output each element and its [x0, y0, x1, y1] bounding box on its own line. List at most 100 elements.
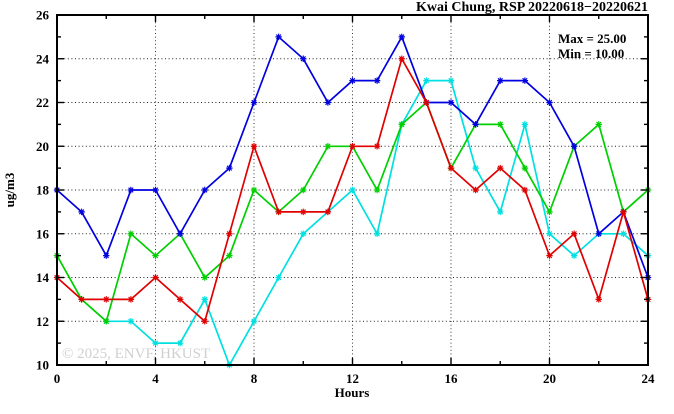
data-point-green: [398, 121, 405, 128]
data-point-cyan: [250, 318, 258, 325]
data-point-red: [398, 55, 405, 62]
data-point-red: [127, 296, 135, 303]
data-point-green: [595, 121, 602, 128]
y-axis-label: ug/m3: [2, 172, 17, 207]
data-point-blue: [127, 186, 135, 194]
tick-label-layer: 10 12 14 16 18 20 22 24 26 0 4 8 12 16 20 24: [36, 8, 655, 387]
x-tick-label: 24: [642, 371, 656, 386]
data-point-green: [300, 186, 307, 194]
data-point-red: [275, 208, 282, 216]
data-point-green: [152, 252, 159, 259]
data-point-red: [423, 99, 430, 106]
data-point-red: [226, 230, 233, 237]
y-tick-label: 16: [36, 226, 50, 241]
data-point-green: [497, 121, 504, 128]
x-tick-label: 20: [543, 371, 556, 386]
data-point-cyan: [546, 230, 553, 237]
y-tick-label: 22: [36, 95, 49, 110]
data-point-red: [373, 143, 381, 150]
series-layer: [53, 33, 652, 369]
data-point-red: [250, 143, 258, 150]
data-point-red: [78, 296, 85, 303]
y-tick-label: 20: [36, 139, 49, 154]
data-point-blue: [521, 77, 529, 84]
data-point-red: [300, 208, 307, 216]
data-point-red: [595, 296, 602, 303]
y-tick-label: 14: [36, 270, 50, 285]
data-point-blue: [546, 99, 553, 106]
data-point-red: [447, 164, 455, 172]
annotation-min: Min = 10.00: [558, 46, 624, 61]
data-point-cyan: [176, 339, 184, 347]
annotation-max: Max = 25.00: [558, 31, 626, 46]
data-point-blue: [78, 208, 85, 216]
data-point-blue: [103, 252, 110, 259]
data-point-blue: [472, 121, 479, 128]
data-point-cyan: [275, 274, 282, 281]
data-point-red: [472, 186, 479, 194]
data-point-red: [103, 296, 110, 303]
data-point-green: [201, 274, 208, 281]
data-point-blue: [226, 164, 233, 172]
data-point-red: [620, 208, 627, 216]
data-point-cyan: [300, 230, 307, 237]
data-point-blue: [300, 55, 307, 62]
data-point-blue: [275, 33, 282, 41]
data-point-blue: [201, 186, 208, 194]
data-point-blue: [497, 77, 504, 84]
data-point-cyan: [201, 296, 208, 303]
data-point-blue: [595, 230, 602, 237]
data-point-cyan: [423, 77, 430, 84]
data-point-cyan: [472, 164, 479, 172]
data-point-green: [521, 164, 529, 172]
axes-layer: [56, 14, 649, 366]
x-axis-label: Hours: [335, 385, 370, 400]
data-point-red: [152, 274, 159, 281]
data-point-cyan: [373, 230, 381, 237]
data-point-blue: [250, 99, 258, 106]
data-point-blue: [176, 230, 184, 237]
data-point-red: [324, 208, 332, 216]
x-tick-label: 4: [152, 371, 159, 386]
data-point-cyan: [349, 186, 356, 194]
data-point-cyan: [152, 339, 159, 347]
data-point-green: [250, 186, 258, 194]
data-point-blue: [398, 33, 405, 41]
data-point-red: [349, 143, 356, 150]
y-tick-label: 18: [36, 183, 50, 198]
data-point-cyan: [521, 121, 529, 128]
y-tick-label: 26: [36, 8, 50, 23]
series-line-cyan: [106, 79, 649, 368]
data-point-red: [176, 296, 184, 303]
data-point-cyan: [497, 208, 504, 216]
data-point-green: [324, 143, 332, 150]
data-point-red: [546, 252, 553, 259]
data-point-green: [226, 252, 233, 259]
data-point-cyan: [127, 318, 135, 325]
x-tick-label: 16: [445, 371, 459, 386]
data-point-green: [103, 318, 110, 325]
data-point-red: [521, 186, 529, 194]
x-tick-label: 12: [346, 371, 359, 386]
data-point-blue: [447, 99, 455, 106]
data-point-blue: [373, 77, 381, 84]
data-point-blue: [324, 99, 332, 106]
data-point-green: [127, 230, 135, 237]
y-tick-label: 24: [36, 51, 50, 66]
data-point-green: [373, 186, 381, 194]
data-point-red: [201, 318, 208, 325]
data-point-red: [570, 230, 578, 237]
data-point-blue: [570, 143, 578, 150]
x-tick-label: 0: [54, 371, 61, 386]
data-point-red: [497, 164, 504, 172]
chart-title: Kwai Chung, RSP 20220618−20220621: [416, 0, 648, 15]
y-tick-label: 12: [36, 314, 49, 329]
watermark: © 2025, ENVF, HKUST: [62, 346, 210, 362]
data-point-blue: [349, 77, 356, 84]
data-point-cyan: [620, 230, 627, 237]
data-point-cyan: [570, 252, 578, 259]
data-point-blue: [152, 186, 159, 194]
data-point-green: [546, 208, 553, 216]
